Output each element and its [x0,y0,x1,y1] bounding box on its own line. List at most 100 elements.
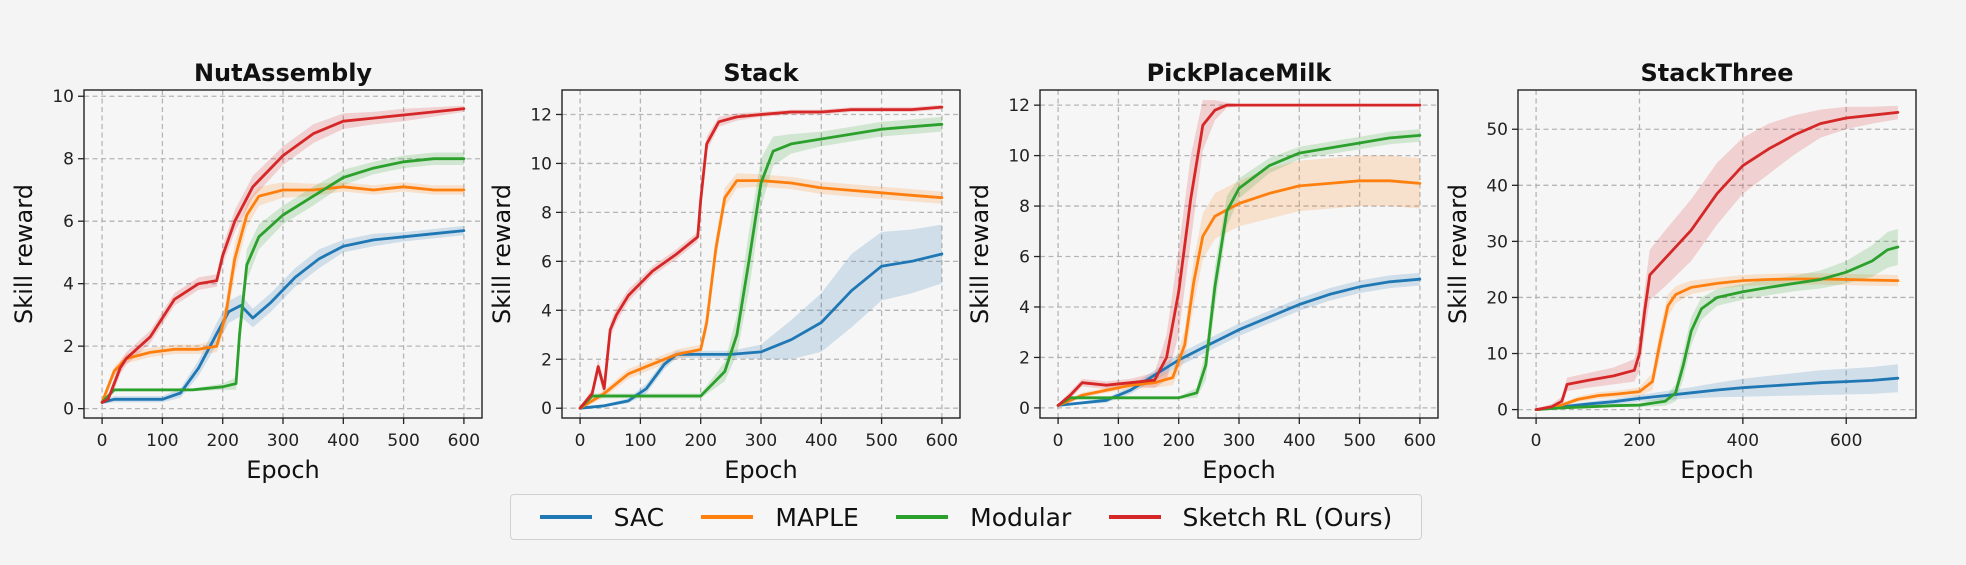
chart-stack: 0 100 200 300 400 500 600 0 2 4 6 8 10 12 Stack Epoch Sk… [488,59,961,484]
chart-stackthree: 0 200 400 600 0 10 20 30 40 50 StackThree Epoch Skil… [1444,59,1917,484]
legend-swatch-sketch-rl [1108,515,1161,519]
x-tick-label: 500 [387,431,419,451]
x-axis-label: Epoch [1202,456,1276,484]
band-modular [1536,229,1898,411]
x-tick-label: 300 [745,431,777,451]
band-modular [580,116,942,410]
y-axis-label: Skill reward [488,184,516,324]
series-line-sketch-rl-ours [1056,103,1422,407]
y-tick-label: 8 [1019,197,1030,217]
series-group [100,105,466,404]
y-tick-label: 0 [63,400,74,420]
legend-label-sac: SAC [613,502,665,532]
legend-label-modular: Modular [970,502,1072,532]
series-line-modular [1056,133,1422,407]
chart-pickplacemilk: 0 100 200 300 400 500 600 0 2 4 6 8 10 12 PickPlaceMil… [966,59,1439,484]
y-tick-label: 2 [63,337,74,357]
legend: SAC MAPLE Modular Sketch RL (Ours) [510,494,1422,540]
x-tick-label: 200 [206,431,238,451]
band-sketch-rl-ours [1536,105,1898,411]
y-tick-label: 2 [1019,348,1030,368]
y-tick-label: 0 [1019,399,1030,419]
legend-label-maple: MAPLE [775,502,859,532]
y-tick-label: 0 [1497,401,1508,421]
y-tick-label: 40 [1486,176,1508,196]
x-tick-label: 0 [575,431,586,451]
series-line-maple [1056,179,1422,407]
x-tick-label: 500 [1343,431,1375,451]
x-tick-label: 100 [1102,431,1134,451]
y-tick-label: 10 [530,154,552,174]
x-tick-label: 0 [1531,431,1542,451]
legend-item-modular: Modular [896,503,1071,532]
y-tick-label: 4 [541,301,552,321]
x-tick-label: 600 [448,431,480,451]
x-tick-label: 200 [1162,431,1194,451]
band-sac [1058,272,1420,407]
y-tick-label: 0 [541,399,552,419]
chart-title: PickPlaceMilk [1147,59,1333,87]
series-line-modular [1534,245,1900,412]
legend-swatch-modular [896,515,949,519]
x-tick-label: 400 [805,431,837,451]
y-tick-label: 10 [1486,345,1508,365]
x-axis-label: Epoch [1680,456,1754,484]
legend-swatch-maple [701,515,754,519]
series-line-sketch-rl-ours [100,107,466,404]
y-tick-label: 4 [63,275,74,295]
y-tick-label: 8 [541,203,552,223]
legend-swatch-sac [539,515,592,519]
legend-item-sketch-rl: Sketch RL (Ours) [1108,503,1392,532]
plot-area [1518,90,1916,418]
x-tick-label: 600 [926,431,958,451]
y-tick-label: 10 [52,87,74,107]
x-tick-label: 300 [267,431,299,451]
y-axis-label: Skill reward [966,184,994,324]
y-tick-label: 6 [63,212,74,232]
x-tick-label: 0 [97,431,108,451]
series-line-maple [578,179,944,410]
x-tick-label: 400 [1283,431,1315,451]
legend-item-maple: MAPLE [701,502,859,532]
series-line-modular [100,157,466,404]
series-group [1056,100,1422,407]
series-line-sac [1534,376,1900,412]
y-tick-label: 6 [541,252,552,272]
series-group [578,104,944,410]
series-line-sketch-rl-ours [1534,111,1900,412]
y-axis-label: Skill reward [10,184,38,324]
y-tick-label: 8 [63,150,74,170]
x-tick-label: 200 [1623,431,1655,451]
series-line-sketch-rl-ours [578,105,944,410]
y-tick-label: 10 [1008,147,1030,167]
x-tick-label: 400 [1727,431,1759,451]
x-tick-label: 600 [1404,431,1436,451]
band-maple [580,173,942,410]
x-tick-label: 300 [1223,431,1255,451]
x-axis-label: Epoch [246,456,320,484]
x-tick-label: 100 [146,431,178,451]
series-line-sac [100,229,466,404]
y-axis-label: Skill reward [1444,184,1472,324]
y-tick-label: 12 [530,105,552,125]
series-line-maple [100,185,466,404]
chart-title: StackThree [1641,59,1794,87]
chart-nutassembly: 0 100 200 300 400 500 600 0 2 4 6 8 10 NutAssembly Epo… [10,59,483,484]
y-tick-label: 12 [1008,96,1030,116]
x-tick-label: 0 [1053,431,1064,451]
series-line-modular [578,122,944,410]
x-tick-label: 200 [684,431,716,451]
series-group [1534,105,1900,412]
x-tick-label: 100 [624,431,656,451]
y-tick-label: 2 [541,350,552,370]
y-tick-label: 6 [1019,248,1030,268]
band-sac [580,224,942,410]
x-tick-label: 400 [327,431,359,451]
x-tick-label: 500 [865,431,897,451]
y-tick-label: 30 [1486,232,1508,252]
band-modular [1058,129,1420,407]
y-tick-label: 20 [1486,288,1508,308]
legend-item-sac: SAC [539,502,665,532]
x-axis-label: Epoch [724,456,798,484]
